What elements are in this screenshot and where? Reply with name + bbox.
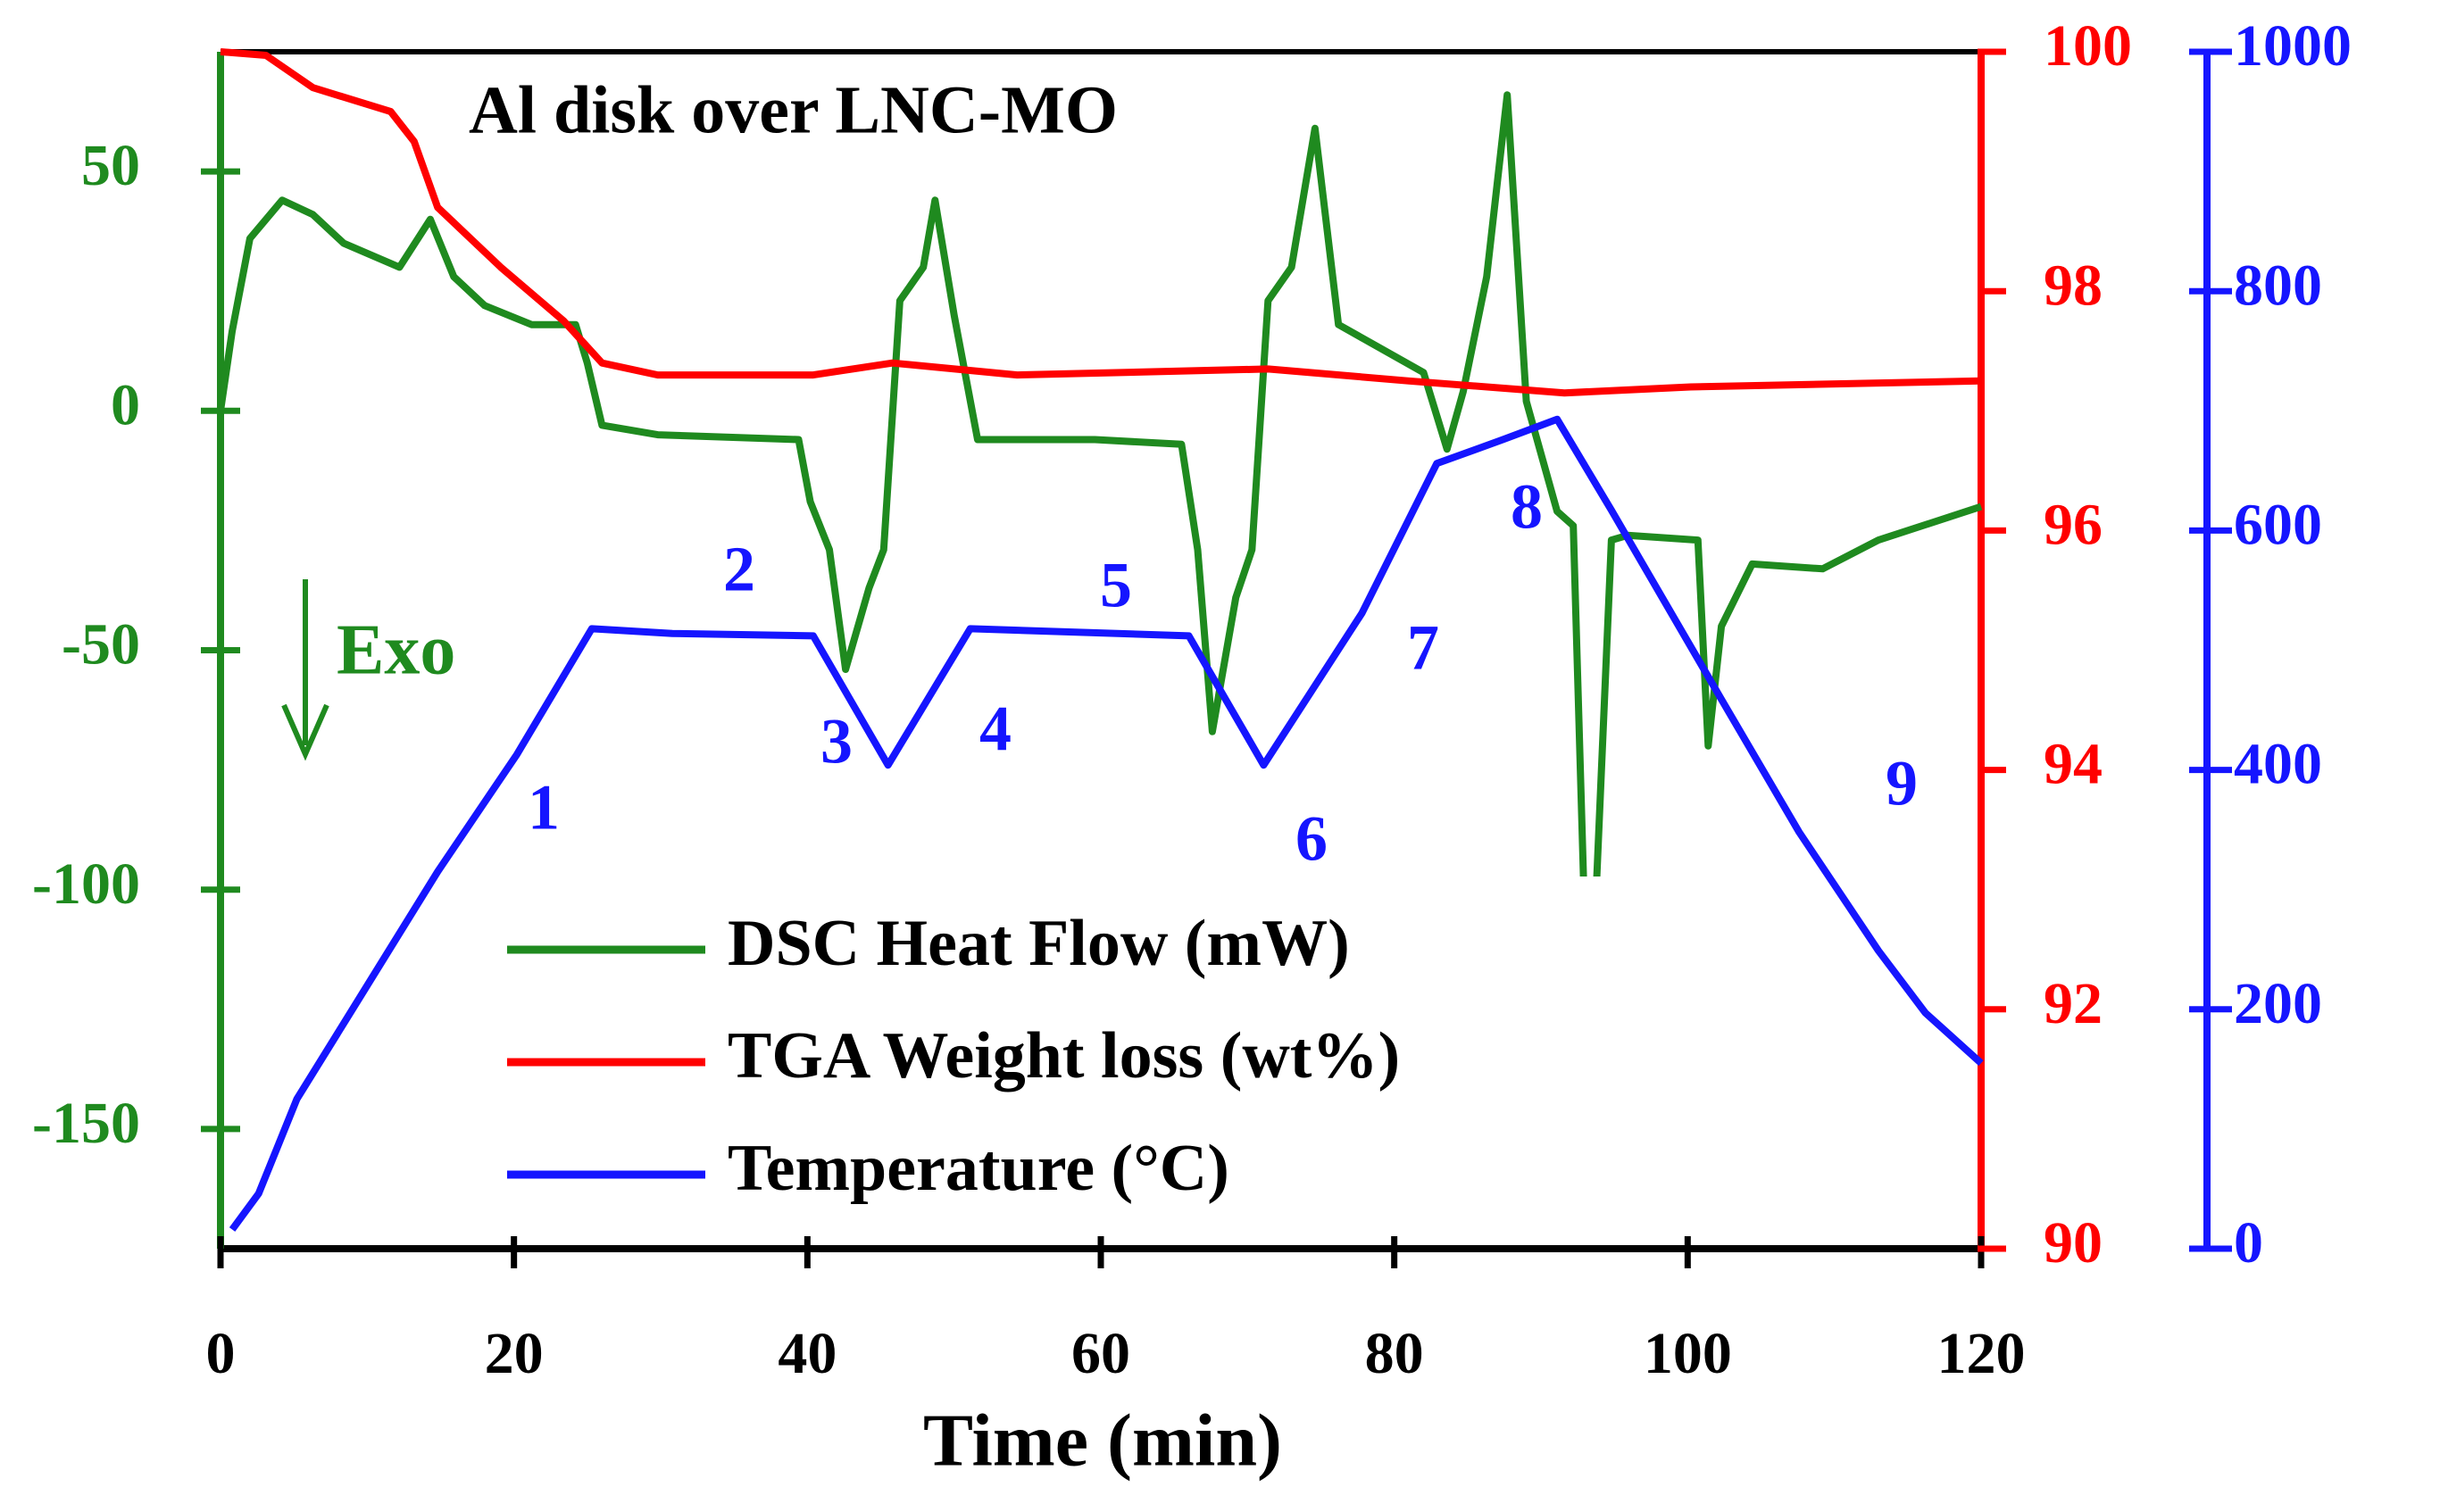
x-axis-label: Time (min) (923, 1399, 1282, 1482)
phase-label: 3 (820, 706, 853, 777)
series-line (229, 415, 1984, 1232)
y3-tick-label: 600 (2234, 493, 2322, 558)
x-tick-label: 80 (1365, 1321, 1424, 1386)
legend-label: Temperature (°C) (728, 1132, 1229, 1205)
y-tick-label: -50 (62, 612, 140, 677)
y2-tick-label: 100 (2044, 13, 2132, 79)
x-tick-label: 60 (1071, 1321, 1130, 1386)
x-tick-label: 0 (206, 1321, 236, 1386)
y3-tick-label: 0 (2234, 1210, 2263, 1275)
y-tick-label: -150 (32, 1091, 140, 1156)
y3-tick-label: 400 (2234, 732, 2322, 797)
series-line (220, 48, 1982, 397)
y-tick-label: 50 (81, 133, 140, 198)
y-tick-label: 0 (111, 372, 140, 437)
y3-tick-label: 1000 (2234, 13, 2352, 79)
exo-arrow-head (281, 703, 329, 761)
y-tick-label: -100 (32, 852, 140, 917)
phase-label: 9 (1886, 748, 1918, 819)
exo-label: Exo (337, 611, 455, 689)
series-line (217, 91, 1983, 884)
chart-title: Al disk over LNC-MO (469, 72, 1118, 147)
phase-label: 7 (1407, 612, 1439, 684)
legend-label: DSC Heat Flow (mW) (728, 907, 1350, 980)
x-tick-label: 100 (1644, 1321, 1732, 1386)
y3-tick-label: 200 (2234, 971, 2322, 1036)
phase-label: 8 (1511, 471, 1543, 543)
x-tick-label: 20 (485, 1321, 544, 1386)
phase-label: 4 (979, 694, 1012, 765)
y2-tick-label: 98 (2044, 253, 2103, 318)
legend-label: TGA Weight loss (wt%) (728, 1019, 1400, 1092)
x-tick-label: 120 (1937, 1321, 2026, 1386)
y3-tick-label: 800 (2234, 253, 2322, 318)
phase-label: 2 (723, 534, 755, 605)
y2-tick-label: 94 (2044, 732, 2103, 797)
phase-label: 5 (1100, 550, 1132, 621)
x-tick-label: 40 (778, 1321, 837, 1386)
y2-tick-label: 92 (2044, 971, 2103, 1036)
y2-tick-label: 90 (2044, 1210, 2103, 1275)
phase-label: 6 (1295, 803, 1328, 875)
y2-tick-label: 96 (2044, 493, 2103, 558)
phase-label: 1 (528, 772, 560, 843)
